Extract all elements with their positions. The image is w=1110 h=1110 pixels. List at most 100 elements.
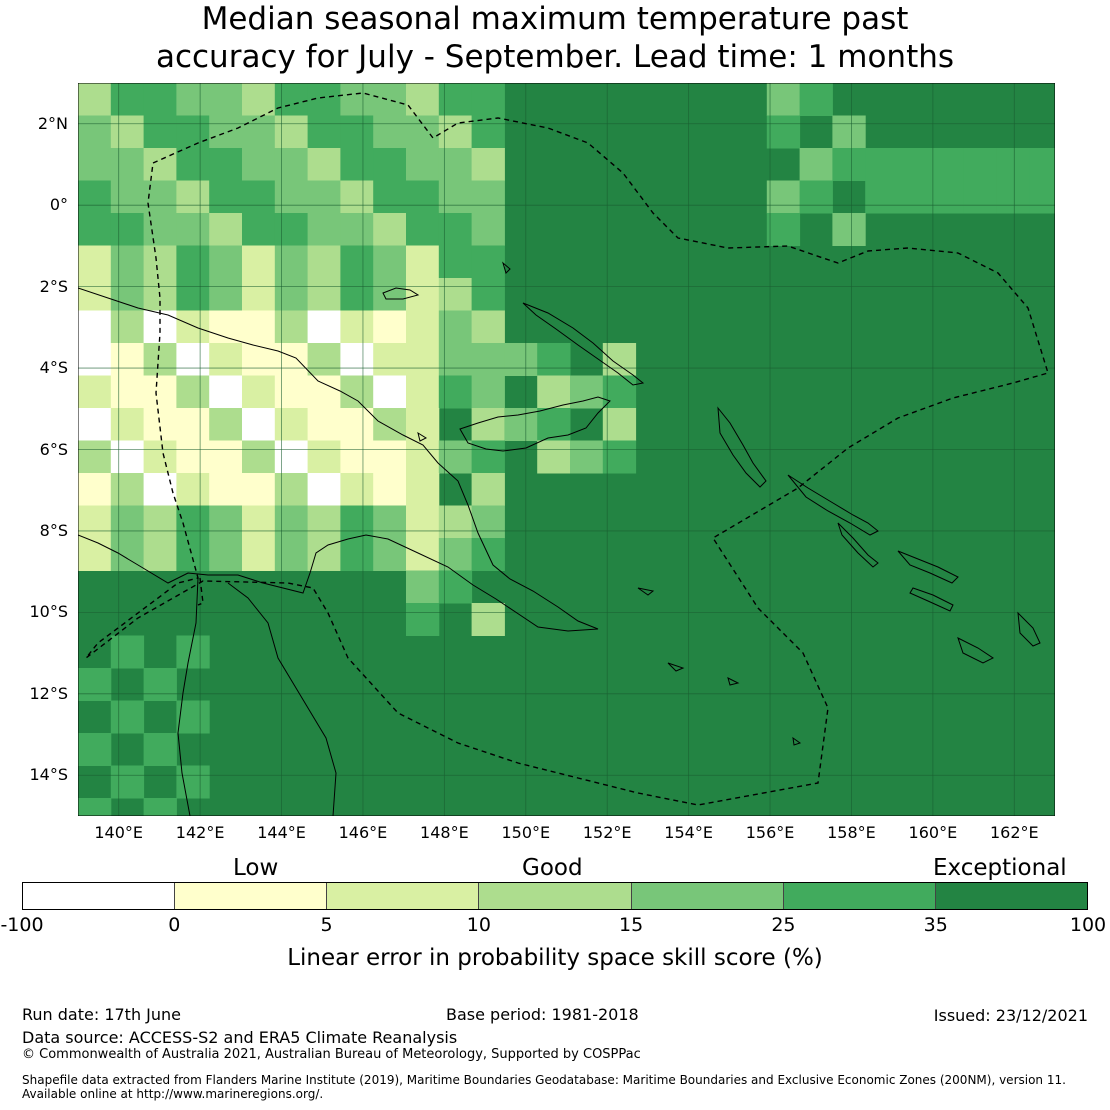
skill-cell <box>373 505 407 539</box>
skill-cell <box>307 148 341 181</box>
skill-cell <box>110 473 145 506</box>
data-source: Data source: ACCESS-S2 and ERA5 Climate … <box>22 1028 458 1047</box>
skill-cell <box>242 213 276 246</box>
skill-cell <box>373 408 407 441</box>
skill-cell <box>471 310 505 344</box>
skill-cell <box>274 310 309 344</box>
longitude-tick-label: 160°E <box>908 823 958 842</box>
skill-cell <box>176 538 210 571</box>
skill-cell <box>766 115 801 149</box>
skill-cell <box>406 213 440 246</box>
latitude-tick-label: 2°S <box>39 276 68 296</box>
map-title-line-2: accuracy for July - September. Lead time… <box>155 39 955 75</box>
longitude-tick-label: 152°E <box>582 823 632 842</box>
skill-cell <box>176 700 210 734</box>
skill-cell <box>865 180 899 214</box>
skill-cell <box>602 408 637 441</box>
skill-cell <box>799 180 833 214</box>
skill-cell <box>537 343 571 376</box>
skill-cell <box>504 408 538 441</box>
skill-cell <box>242 278 276 311</box>
skill-cell <box>110 505 145 539</box>
longitude-tick-label: 162°E <box>989 823 1039 842</box>
skill-cell <box>471 375 505 409</box>
map-title: Median seasonal maximum temperature past… <box>0 0 1110 76</box>
skill-cell <box>406 245 440 279</box>
skill-cell <box>110 245 145 279</box>
skill-cell <box>143 798 177 816</box>
skill-cell <box>209 310 243 344</box>
skill-cell <box>373 148 407 181</box>
skill-cell <box>406 603 440 636</box>
skill-cell <box>307 538 341 571</box>
skill-cell <box>406 440 440 474</box>
skill-grid-cells <box>78 83 1055 816</box>
skill-cell <box>438 115 473 149</box>
legend-category-exceptional: Exceptional <box>933 855 1067 881</box>
skill-cell <box>438 148 473 181</box>
skill-cell <box>1029 180 1055 214</box>
skill-cell <box>406 83 440 116</box>
skill-cell <box>898 180 932 214</box>
skill-cell <box>570 375 604 409</box>
skill-cell <box>438 343 473 376</box>
colorbar-segment <box>23 883 175 909</box>
skill-cell <box>78 408 112 441</box>
skill-cell <box>406 148 440 181</box>
skill-cell <box>209 148 243 181</box>
skill-cell <box>373 245 407 279</box>
skill-cell <box>406 310 440 344</box>
skill-cell <box>340 213 374 246</box>
skill-cell <box>406 343 440 376</box>
skill-cell <box>471 148 505 181</box>
skill-cell <box>110 700 145 734</box>
colorbar-tick-label: 5 <box>320 914 333 936</box>
skill-cell <box>602 343 637 376</box>
skill-cell <box>406 538 440 571</box>
skill-cell <box>110 765 145 799</box>
latitude-tick-label: 2°N <box>37 113 68 133</box>
skill-cell <box>307 440 341 474</box>
latitude-tick-label: 6°S <box>39 439 68 459</box>
colorbar-segment <box>326 883 479 909</box>
colorbar-label: Linear error in probability space skill … <box>287 945 823 971</box>
latitude-tick-label: 8°S <box>39 520 68 540</box>
skill-cell <box>471 408 505 441</box>
skill-cell <box>438 310 473 344</box>
new-ireland-coastline <box>522 302 645 386</box>
skill-cell <box>143 538 177 571</box>
skill-cell <box>176 245 210 279</box>
skill-cell <box>274 505 309 539</box>
skill-cell <box>110 408 145 441</box>
longitude-tick-label: 144°E <box>257 823 306 842</box>
colorbar-tick-label: 25 <box>771 914 796 936</box>
skill-cell <box>930 180 965 214</box>
skill-cell <box>176 440 210 474</box>
latitude-tick-label: 4°S <box>39 358 68 378</box>
skill-cell <box>209 375 243 409</box>
eez-boundaries <box>85 92 1049 806</box>
skill-cell <box>438 375 473 409</box>
skill-cell <box>766 213 801 246</box>
colorbar-tick-label: 100 <box>1069 914 1107 936</box>
skill-cell <box>176 505 210 539</box>
skill-cell <box>78 180 112 214</box>
solomon-islands-coastline <box>787 474 1041 664</box>
skill-cell <box>242 505 276 539</box>
skill-cell <box>78 278 112 311</box>
skill-cell <box>143 213 177 246</box>
skill-cell <box>242 180 276 214</box>
skill-cell <box>406 115 440 149</box>
skill-cell <box>340 148 374 181</box>
skill-cell <box>373 473 407 506</box>
skill-cell <box>110 375 145 409</box>
skill-cell <box>340 180 374 214</box>
shapefile-citation-line-2: Available online at http://www.marinereg… <box>22 1087 324 1101</box>
skill-cell <box>340 440 374 474</box>
skill-cell <box>78 505 112 539</box>
skill-cell <box>274 408 309 441</box>
skill-cell <box>274 278 309 311</box>
skill-cell <box>242 473 276 506</box>
skill-cell <box>78 798 112 816</box>
admiralty-islands-coastline <box>382 287 420 300</box>
